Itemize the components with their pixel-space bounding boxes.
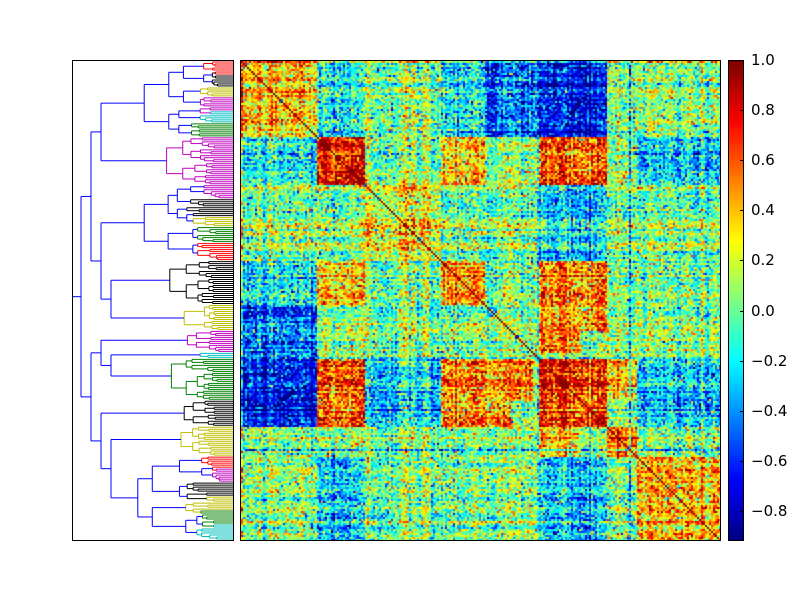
colorbar-tick-mark — [740, 260, 744, 261]
heatmap-panel — [240, 60, 721, 541]
dendrogram — [73, 61, 233, 540]
colorbar-tick-label: 0.6 — [751, 151, 775, 170]
colorbar-tick-mark — [740, 411, 744, 412]
colorbar — [728, 60, 744, 541]
colorbar-tick-mark — [740, 461, 744, 462]
colorbar-tick-mark — [740, 361, 744, 362]
colorbar-tick-mark — [740, 210, 744, 211]
colorbar-tick-mark — [740, 511, 744, 512]
colorbar-tick-label: 0.8 — [751, 101, 775, 120]
colorbar-tick-mark — [740, 311, 744, 312]
colorbar-tick-label: −0.2 — [751, 351, 788, 370]
colorbar-tick-label: −0.6 — [751, 451, 788, 470]
colorbar-tick-mark — [740, 110, 744, 111]
colorbar-tick-label: 0.0 — [751, 301, 775, 320]
colorbar-tick-label: 1.0 — [751, 51, 775, 69]
correlation-heatmap — [241, 61, 720, 540]
colorbar-gradient — [729, 61, 743, 540]
colorbar-tick-label: −0.8 — [751, 501, 788, 520]
dendrogram-panel — [72, 60, 234, 541]
colorbar-tick-mark — [740, 160, 744, 161]
colorbar-tick-label: 0.2 — [751, 251, 775, 270]
colorbar-tick-mark — [740, 60, 744, 61]
colorbar-tick-label: −0.4 — [751, 401, 788, 420]
colorbar-tick-label: 0.4 — [751, 201, 775, 220]
